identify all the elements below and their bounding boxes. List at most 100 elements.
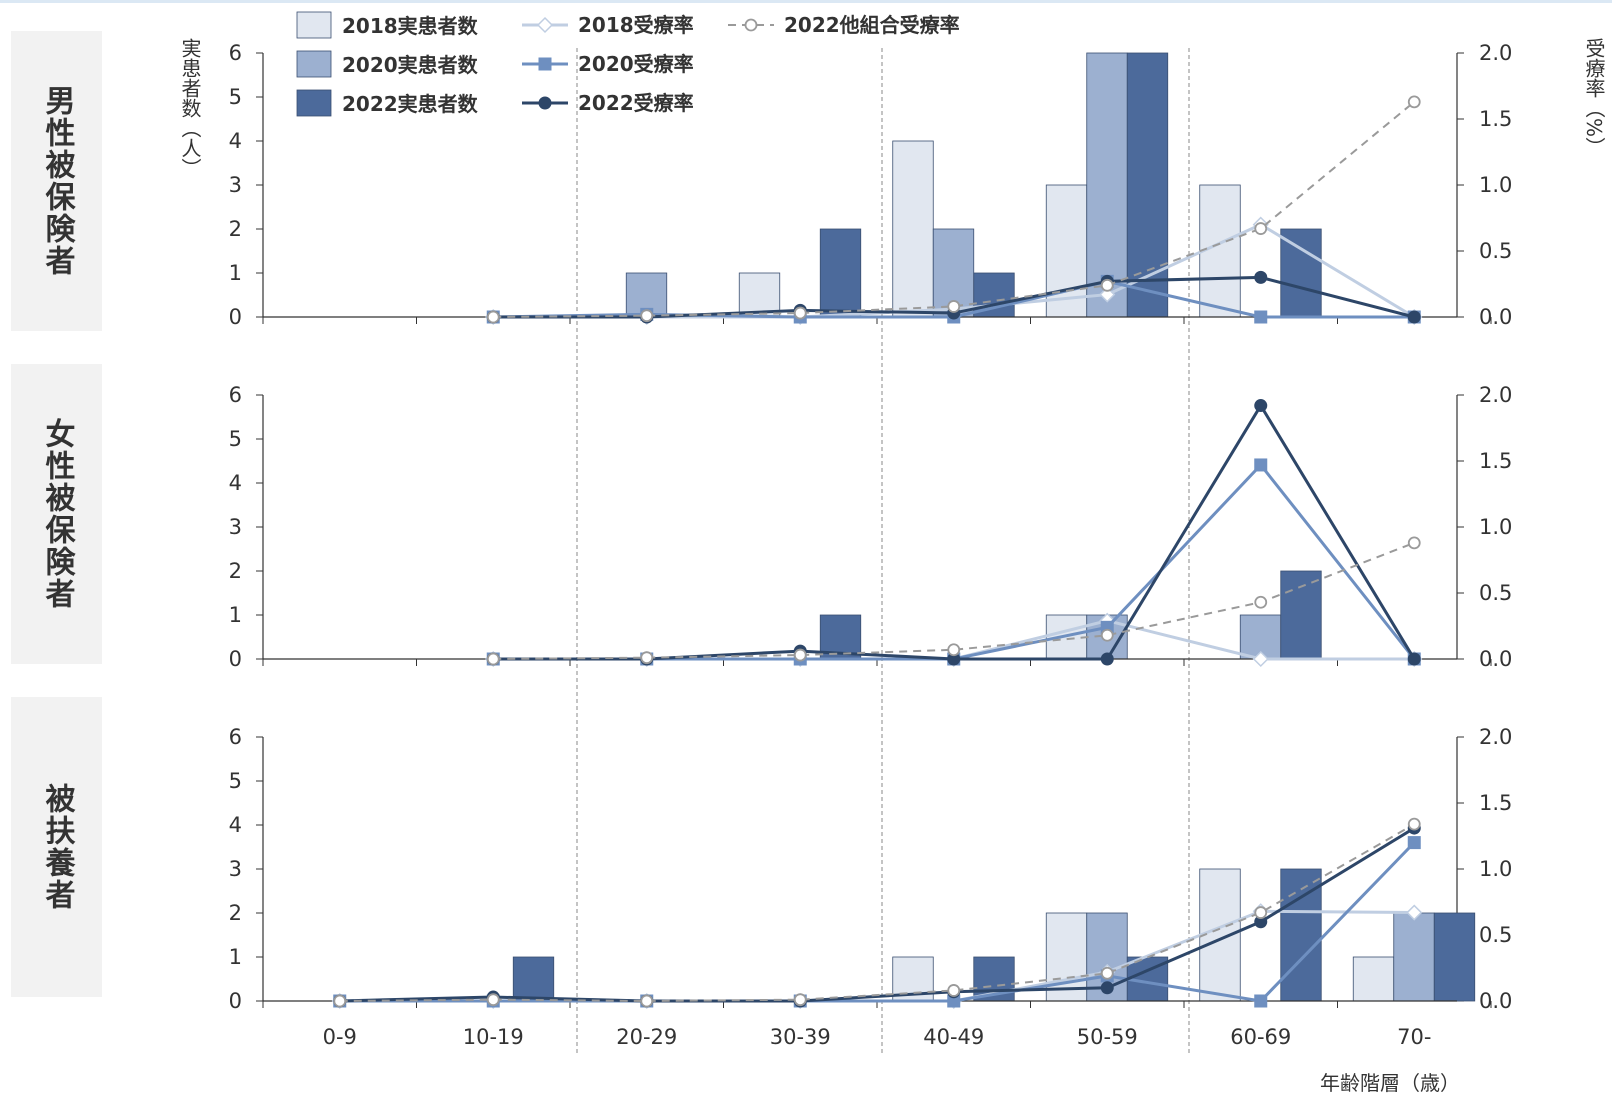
left-tick-label: 1 — [229, 945, 242, 969]
bar-2018 — [1352, 956, 1395, 1002]
panel-label-dependents: 被扶養者 — [11, 697, 102, 997]
right-tick-label: 2.0 — [1479, 725, 1512, 749]
left-tick-label: 1 — [229, 261, 242, 285]
legend: 2018実患者数 2020実患者数 2022実患者数 2018受療率 2020受療率 20… — [296, 11, 960, 117]
divider-layer — [576, 48, 1190, 1056]
top-border — [0, 0, 1612, 3]
left-tick-label: 4 — [229, 471, 242, 495]
bar-2018 — [1045, 912, 1088, 1002]
bar-2022 — [1126, 52, 1169, 318]
rate-point-2020 — [1254, 310, 1268, 324]
rate-point-2020 — [947, 994, 961, 1008]
x-tick-label: 30-39 — [770, 1025, 831, 1049]
left-tick-label: 2 — [229, 559, 242, 583]
legend-marker-rate2018 — [536, 16, 554, 34]
x-tick-label: 20-29 — [616, 1025, 677, 1049]
y-right-axis-title-text: 受療率（%） — [1582, 38, 1606, 157]
left-tick-label: 3 — [229, 515, 242, 539]
rate-point-2022 — [1254, 915, 1268, 929]
bar-2018 — [738, 272, 781, 318]
y-left-axis-title-text: 実患者数（人） — [178, 38, 202, 178]
left-tick-label: 6 — [229, 383, 242, 407]
legend-marker-rate2020 — [538, 57, 552, 71]
rate-point-other — [486, 993, 500, 1007]
bar-2022 — [1280, 228, 1322, 318]
y-right-axis-title: 受療率（%） — [1582, 38, 1606, 157]
panel-label-female: 女性被保険者 — [11, 364, 102, 664]
left-tick-label: 1 — [229, 603, 242, 627]
rate-point-other — [1407, 536, 1421, 550]
rate-point-2018 — [1406, 904, 1423, 921]
panel-label-dependents-text: 被扶養者 — [39, 783, 75, 911]
rate-point-2018 — [1252, 650, 1269, 668]
rate-point-other — [1100, 966, 1114, 980]
rate-point-2022 — [1407, 310, 1421, 324]
legend-swatch-bar2018 — [296, 11, 332, 39]
bar-2022 — [512, 956, 555, 1002]
left-tick-label: 3 — [229, 173, 242, 197]
x-tick-label: 70- — [1397, 1025, 1431, 1049]
rate-point-2022 — [1407, 652, 1421, 666]
legend-marker-rateOther — [744, 18, 758, 32]
legend-label-bar2018: 2018実患者数 — [342, 14, 479, 38]
right-tick-label: 0.0 — [1479, 989, 1512, 1013]
legend-label-rate2018: 2018受療率 — [578, 13, 694, 37]
rate-point-other — [1254, 906, 1268, 919]
rate-point-2020 — [1254, 458, 1268, 472]
panel-0: 0 1 2 3 4 5 6 0.0 0.5 1.0 1.5 2.0 — [229, 41, 1513, 329]
bar-2022 — [973, 272, 1015, 318]
rate-point-other — [640, 651, 654, 665]
left-tick-label: 5 — [229, 85, 242, 109]
rate-point-other — [1254, 222, 1268, 235]
rate-point-2022 — [947, 652, 961, 666]
x-tick-label: 50-59 — [1077, 1025, 1138, 1049]
rate-point-other — [1407, 817, 1421, 831]
rate-point-2022 — [1254, 270, 1268, 284]
right-tick-label: 0.0 — [1479, 305, 1512, 329]
right-tick-label: 0.5 — [1479, 581, 1512, 605]
rate-point-2022 — [1100, 652, 1114, 666]
right-tick-label: 0.5 — [1479, 239, 1512, 263]
bar-2022 — [819, 228, 862, 318]
panels-layer: 0 1 2 3 4 5 6 0.0 0.5 1.0 1.5 2.0 0 1 2 3 4 5 6 0.0 0.5 1.0 1.… — [229, 41, 1513, 1013]
right-tick-label: 2.0 — [1479, 383, 1512, 407]
panel-2: 0 1 2 3 4 5 6 0.0 0.5 1.0 1.5 2.0 — [229, 725, 1513, 1013]
legend-marker-rate2022 — [538, 96, 552, 110]
bar-2022 — [1280, 570, 1322, 660]
bar-2020 — [1086, 52, 1128, 318]
left-tick-label: 6 — [229, 725, 242, 749]
left-tick-label: 2 — [229, 217, 242, 241]
legend-label-bar2020: 2020実患者数 — [342, 53, 479, 77]
axis-labels: 0-9 10-19 20-29 30-39 40-49 50-59 60-69 70- 実患者数… — [178, 38, 1606, 1095]
left-tick-label: 4 — [229, 129, 242, 153]
rate-line-2020 — [339, 841, 1416, 1003]
panel-label-female-text: 女性被保険者 — [39, 418, 75, 610]
rate-point-other — [1100, 628, 1114, 642]
rate-point-other — [793, 648, 807, 662]
rate-point-other — [1100, 278, 1114, 292]
left-tick-label: 0 — [229, 989, 242, 1013]
left-tick-label: 3 — [229, 857, 242, 881]
rate-point-other — [793, 306, 807, 320]
right-tick-label: 1.0 — [1479, 857, 1512, 881]
right-tick-label: 1.0 — [1479, 173, 1512, 197]
rate-point-other — [486, 652, 500, 666]
panel-1: 0 1 2 3 4 5 6 0.0 0.5 1.0 1.5 2.0 — [229, 383, 1513, 671]
left-tick-label: 5 — [229, 427, 242, 451]
rate-line-other — [339, 823, 1415, 1003]
rate-point-other — [947, 643, 961, 657]
right-tick-label: 1.5 — [1479, 449, 1512, 473]
rate-point-other — [486, 310, 500, 324]
rate-point-other — [947, 300, 961, 313]
rate-point-other — [333, 994, 347, 1008]
x-axis-title: 年齢階層（歳） — [1320, 1071, 1460, 1095]
rate-point-2018 — [1099, 286, 1116, 303]
rate-point-other — [640, 994, 654, 1008]
right-tick-label: 0.5 — [1479, 923, 1512, 947]
right-tick-label: 1.5 — [1479, 107, 1512, 131]
legend-label-rate2022: 2022受療率 — [578, 91, 694, 115]
x-tick-label: 0-9 — [323, 1025, 357, 1049]
rate-line-2022 — [339, 826, 1416, 1003]
right-tick-label: 1.5 — [1479, 791, 1512, 815]
